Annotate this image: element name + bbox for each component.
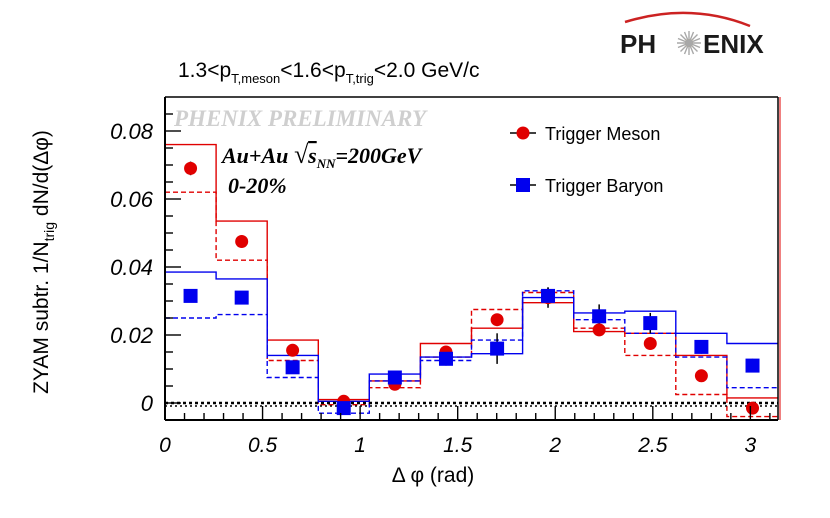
legend-label-meson: Trigger Meson [545,124,660,144]
x-tick-label: 1.5 [443,434,473,457]
data-point-meson [643,337,657,350]
legend-marker-meson [516,126,530,140]
axes-layer [164,96,781,421]
system-prefix: Au+Au [220,143,294,168]
logo-arc-icon [624,11,751,28]
logo-text-right: ENIX [703,29,764,59]
preliminary-watermark: PHENIX PRELIMINARY [173,106,428,131]
sys-lower-0 [165,191,778,418]
data-point-meson [184,161,198,175]
ylabel-part-3: dN/d(Δφ) [30,130,53,222]
data-point-meson [490,313,504,327]
centrality-label: 0-20% [228,173,287,198]
title-part-2: T,meson [231,71,280,86]
systematic-band-layer [165,143,778,418]
x-tick-label: 2.5 [637,434,668,457]
title-part-1: 1.3<p [178,59,231,82]
x-tick-label: 0 [159,434,171,457]
data-point-meson [235,235,249,248]
data-point-baryon [387,370,402,385]
data-point-baryon [336,401,351,416]
legend-item-meson: Trigger Meson [510,124,660,144]
collision-system-label: Au+Au √sNN=200GeV [220,140,424,171]
x-tick-label: 2 [548,434,561,457]
data-point-baryon [694,339,709,354]
data-point-meson [694,369,708,383]
y-tick-label: 0.08 [110,119,154,144]
data-point-meson [592,323,606,337]
legend-label-baryon: Trigger Baryon [545,176,663,196]
sqrt-icon: √ [294,140,309,169]
data-point-baryon [285,360,300,375]
data-point-baryon [592,309,607,324]
data-point-baryon [438,351,453,366]
nn-subscript: NN [316,156,336,171]
x-tick-label: 0.5 [248,434,278,457]
data-point-baryon [745,358,760,373]
title-part-5: <2.0 GeV/c [374,59,480,82]
legend-marker-baryon [516,178,530,192]
title-part-3: <1.6<p [280,59,345,82]
y-tick-label: 0.06 [110,187,154,212]
data-point-meson [746,401,760,415]
data-point-baryon [183,288,198,303]
data-point-baryon [541,288,556,303]
ylabel-part-1: ZYAM subtr. 1/N [30,241,53,394]
legend: Trigger Meson Trigger Baryon [510,124,663,196]
zero-reference-layer [165,401,778,407]
y-tick-label: 0.04 [110,255,153,280]
phenix-logo: PH ENIX [620,11,764,59]
x-tick-label: 3 [745,434,757,457]
x-axis-label: Δ φ (rad) [392,464,475,487]
data-point-meson [286,343,300,357]
system-energy: =200GeV [335,143,423,168]
y-tick-label: 0 [141,391,154,416]
s-symbol: s [307,143,317,168]
logo-sunburst-icon [677,31,701,55]
tick-layer: 0 0.5 1 1.5 2 2.5 3 0 0.02 0.04 0.06 0.08 [110,113,771,457]
ylabel-part-2: trig [41,222,57,241]
y-tick-label: 0.02 [110,323,153,348]
y-axis-label: ZYAM subtr. 1/Ntrig dN/d(Δφ) [30,130,57,394]
data-point-baryon [234,290,249,305]
data-point-baryon [643,316,658,331]
legend-item-baryon: Trigger Baryon [510,176,663,196]
title-part-4: T,trig [346,71,374,86]
chart-title: 1.3<pT,meson<1.6<pT,trig<2.0 GeV/c [178,59,480,86]
data-point-layer [183,161,760,416]
error-bar-layer [189,161,754,413]
data-point-baryon [490,341,505,356]
logo-text-left: PH [620,29,656,59]
x-tick-label: 1 [354,434,366,457]
